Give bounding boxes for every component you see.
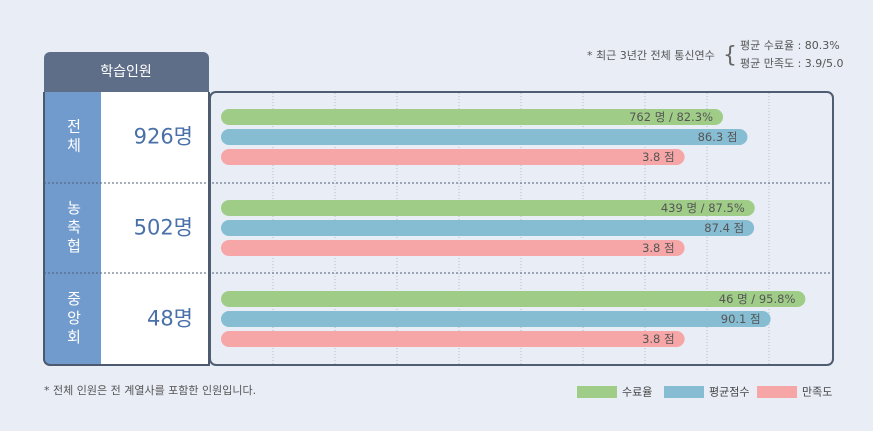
bar bbox=[221, 200, 755, 216]
value-label: 90.1 점 bbox=[721, 312, 761, 326]
bar bbox=[221, 220, 755, 236]
left-border bbox=[43, 92, 210, 366]
header-title: 학습인원 bbox=[100, 64, 152, 80]
note: * 최근 3년간 전체 통신연수 bbox=[587, 49, 715, 62]
value-label: 86.3 점 bbox=[698, 130, 738, 144]
legend-label: 수료율 bbox=[622, 386, 652, 399]
legend-swatch bbox=[664, 386, 704, 398]
bar bbox=[221, 149, 685, 165]
total-label: 926명 bbox=[134, 125, 193, 149]
total-label: 48명 bbox=[147, 307, 193, 331]
bar bbox=[221, 331, 685, 347]
total-label: 502명 bbox=[134, 216, 193, 240]
legend-swatch bbox=[577, 386, 617, 398]
category-label: 전체 bbox=[65, 119, 83, 157]
bar bbox=[221, 240, 685, 256]
footnote: * 전체 인원은 전 계열사를 포함한 인원입니다. bbox=[44, 384, 256, 397]
value-label: 87.4 점 bbox=[704, 221, 744, 235]
value-label: 3.8 점 bbox=[642, 150, 675, 164]
bar bbox=[221, 129, 748, 145]
summary: 평균 수료율 : 80.3% bbox=[740, 39, 840, 52]
value-label: 762 명 / 82.3% bbox=[629, 110, 713, 124]
category-label: 중앙회 bbox=[65, 291, 83, 348]
category-label: 농축협 bbox=[65, 200, 83, 257]
bar bbox=[221, 109, 724, 125]
legend-label: 만족도 bbox=[802, 386, 832, 399]
category-column bbox=[45, 92, 101, 364]
brace: { bbox=[723, 43, 737, 68]
value-label: 3.8 점 bbox=[642, 332, 675, 346]
value-label: 439 명 / 87.5% bbox=[661, 201, 745, 215]
header-box bbox=[44, 52, 209, 92]
summary: 평균 만족도 : 3.9/5.0 bbox=[740, 57, 844, 70]
legend-swatch bbox=[757, 386, 797, 398]
legend-label: 평균점수 bbox=[709, 386, 749, 399]
bar bbox=[221, 311, 771, 327]
bar bbox=[221, 291, 806, 307]
value-label: 46 명 / 95.8% bbox=[719, 292, 796, 306]
value-label: 3.8 점 bbox=[642, 241, 675, 255]
